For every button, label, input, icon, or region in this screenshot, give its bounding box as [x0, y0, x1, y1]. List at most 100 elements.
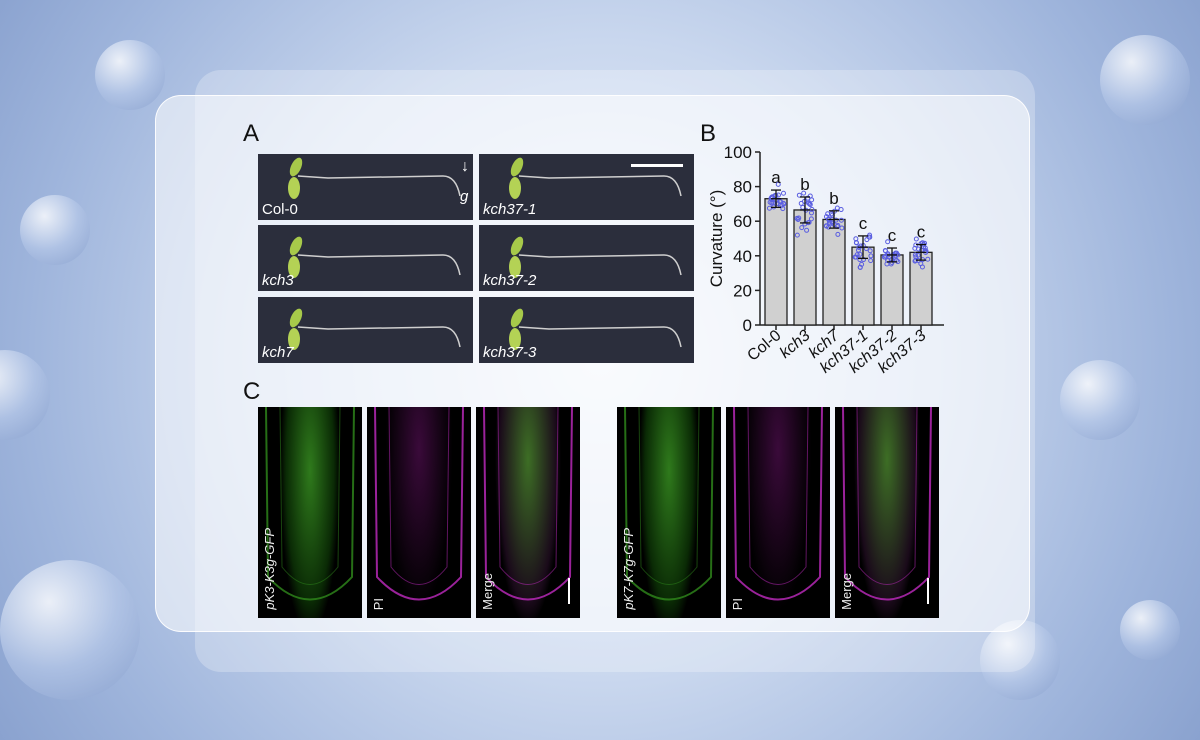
data-point — [796, 192, 802, 198]
panel-label-a: A — [243, 120, 260, 147]
seedling-image: kch3 — [258, 225, 473, 291]
data-point — [883, 248, 889, 254]
genotype-label: kch37-3 — [483, 344, 537, 361]
micrograph-merge: Merge — [835, 407, 939, 618]
significance-letter: b — [829, 189, 838, 208]
data-point — [775, 181, 781, 187]
gravity-arrow-icon: ↓ — [461, 158, 469, 175]
seedling-image: kch7 — [258, 297, 473, 363]
data-point — [913, 236, 919, 242]
data-point — [781, 201, 787, 207]
data-point — [826, 219, 832, 225]
micrograph-merge: Merge — [476, 407, 580, 618]
data-point — [780, 206, 786, 212]
y-tick-label: 60 — [733, 212, 752, 231]
genotype-label: Col-0 — [262, 201, 298, 218]
data-point — [804, 227, 810, 233]
genotype-label: kch7 — [262, 344, 294, 361]
root-outline — [374, 407, 464, 601]
seedling-drawing — [509, 308, 682, 350]
y-tick-label: 100 — [724, 143, 752, 162]
data-point — [826, 224, 832, 230]
seedling-drawing — [509, 157, 682, 199]
panel-label-c: C — [243, 378, 261, 405]
data-point — [766, 205, 772, 211]
data-point — [801, 190, 807, 196]
micrograph-gfp: pK7-K7g-GFP — [617, 407, 721, 618]
seedling-image: kch37-3 — [479, 297, 694, 363]
data-point — [912, 245, 918, 251]
image-label: PI — [371, 597, 386, 610]
significance-letter: b — [800, 175, 809, 194]
data-point — [808, 210, 814, 216]
micrograph-pi: PI — [726, 407, 830, 618]
image-label: Merge — [480, 573, 495, 610]
seedling-image: Col-0 ↓ g — [258, 154, 473, 220]
data-point — [834, 205, 840, 211]
y-tick-label: 80 — [733, 178, 752, 197]
data-point — [807, 193, 813, 199]
data-point — [864, 237, 870, 243]
seedling-drawing — [288, 308, 461, 350]
y-tick-label: 0 — [743, 316, 752, 335]
data-point — [798, 200, 804, 206]
scale-bar — [568, 578, 570, 604]
y-tick-label: 40 — [733, 247, 752, 266]
seedling-drawing — [288, 236, 461, 278]
data-point — [799, 225, 805, 231]
genotype-label: kch37-2 — [483, 272, 537, 289]
data-point — [859, 261, 865, 267]
data-point — [794, 232, 800, 238]
data-point — [857, 251, 863, 257]
data-point — [806, 200, 812, 206]
data-point — [867, 232, 873, 238]
data-point — [868, 253, 874, 259]
micrograph-gfp: pK3-K3g-GFP — [258, 407, 362, 618]
data-point — [780, 190, 786, 196]
data-point — [867, 248, 873, 254]
data-point — [777, 199, 783, 205]
data-point — [885, 239, 891, 245]
seedling-image: kch37-2 — [479, 225, 694, 291]
data-point — [853, 254, 859, 260]
data-point — [838, 217, 844, 223]
data-point — [839, 225, 845, 231]
root-outline — [842, 407, 932, 601]
image-label: PI — [730, 597, 745, 610]
gravity-label: g — [460, 188, 469, 205]
bar — [793, 209, 817, 326]
micrograph-pi: PI — [367, 407, 471, 618]
image-label: Merge — [839, 573, 854, 610]
data-point — [808, 216, 814, 222]
panel-label-b: B — [700, 120, 717, 147]
data-point — [823, 214, 829, 220]
root-outline — [483, 407, 573, 601]
data-point — [868, 258, 874, 264]
data-point — [772, 193, 778, 199]
data-point — [883, 253, 889, 259]
bar — [822, 218, 846, 326]
data-point — [925, 256, 931, 262]
significance-letter: c — [859, 214, 868, 233]
bar — [909, 251, 933, 326]
data-point — [919, 264, 925, 270]
root-outline — [733, 407, 823, 601]
significance-letter: c — [888, 226, 897, 245]
scale-bar — [631, 164, 683, 167]
data-point — [853, 236, 859, 242]
data-point — [912, 258, 918, 264]
seedling-drawing — [509, 236, 682, 278]
data-point — [884, 261, 890, 267]
bar — [764, 198, 788, 326]
significance-letter: c — [917, 223, 926, 242]
data-point — [795, 216, 801, 222]
data-point — [853, 240, 859, 246]
data-point — [827, 221, 833, 227]
image-label: pK3-K3g-GFP — [262, 528, 277, 610]
y-axis-label: Curvature (°) — [707, 190, 726, 287]
genotype-label: kch3 — [262, 272, 294, 289]
image-label: pK7-K7g-GFP — [621, 528, 636, 610]
x-tick-label: kch3 — [777, 327, 814, 362]
root-outline — [624, 407, 714, 601]
scale-bar — [927, 578, 929, 604]
